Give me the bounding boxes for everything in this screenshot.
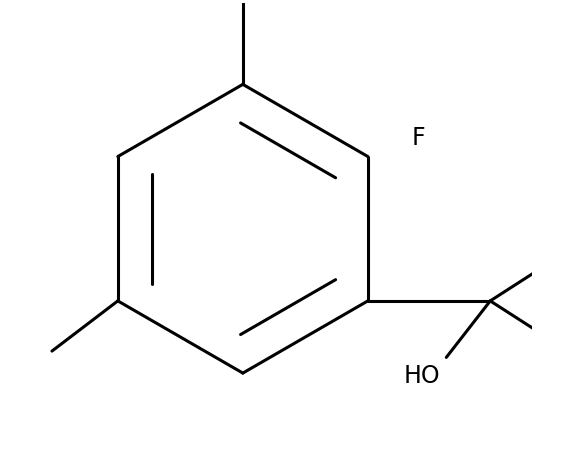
Text: HO: HO xyxy=(403,364,440,388)
Text: F: F xyxy=(412,125,425,150)
